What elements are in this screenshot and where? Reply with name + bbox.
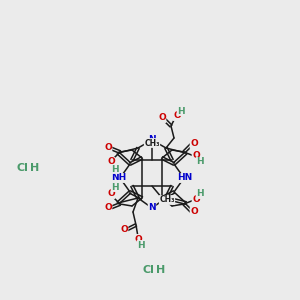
Text: O: O bbox=[158, 113, 166, 122]
Text: O: O bbox=[192, 152, 200, 160]
Text: H: H bbox=[196, 190, 204, 199]
Text: O: O bbox=[107, 190, 115, 199]
Text: O: O bbox=[190, 208, 198, 217]
Text: O: O bbox=[104, 203, 112, 212]
Text: NH: NH bbox=[111, 173, 127, 182]
Text: H: H bbox=[177, 106, 185, 116]
Text: Cl: Cl bbox=[142, 265, 154, 275]
Text: H: H bbox=[111, 164, 119, 173]
Text: H: H bbox=[137, 241, 145, 250]
Text: H: H bbox=[30, 163, 40, 173]
Text: O: O bbox=[104, 143, 112, 152]
Text: N: N bbox=[148, 136, 156, 145]
Text: CH₃: CH₃ bbox=[159, 196, 175, 205]
Text: O: O bbox=[173, 112, 181, 121]
Text: O: O bbox=[190, 140, 198, 148]
Text: O: O bbox=[120, 226, 128, 235]
Text: H: H bbox=[156, 265, 166, 275]
Text: HN: HN bbox=[177, 173, 193, 182]
Text: H: H bbox=[196, 158, 204, 166]
Text: O: O bbox=[107, 158, 115, 166]
Text: O: O bbox=[192, 196, 200, 205]
Text: Cl: Cl bbox=[16, 163, 28, 173]
Text: O: O bbox=[134, 235, 142, 244]
Text: N: N bbox=[148, 203, 156, 212]
Text: CH₃: CH₃ bbox=[144, 139, 160, 148]
Text: H: H bbox=[111, 182, 119, 191]
